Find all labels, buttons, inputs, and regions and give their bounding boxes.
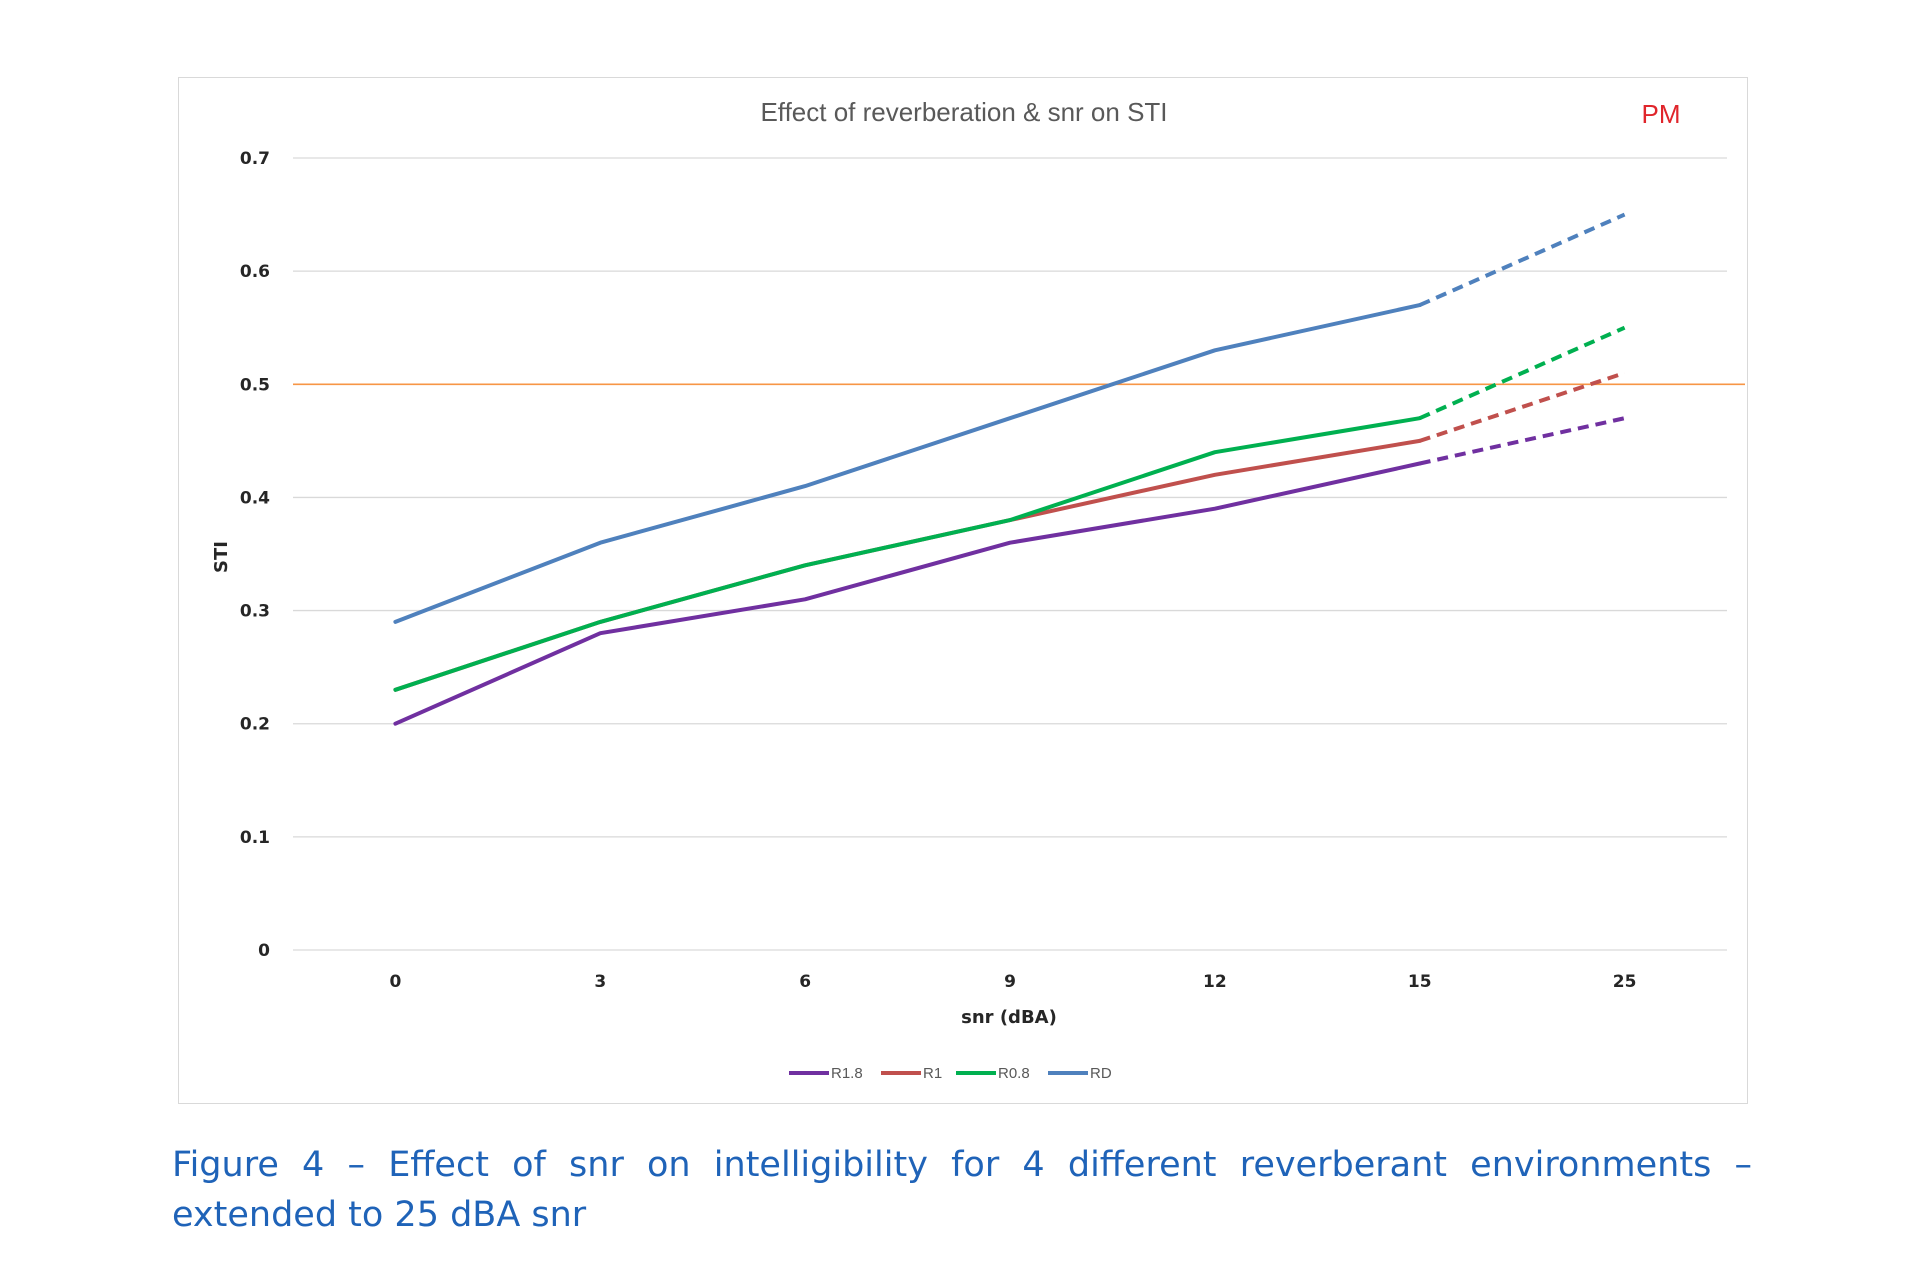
gridlines: [293, 157, 1727, 951]
x-tick-label: 15: [1408, 972, 1432, 992]
y-tick-label: 0.6: [240, 262, 270, 282]
series-R1.8: [393, 416, 1626, 726]
figure-caption: Figure 4 – Effect of snr on intelligibil…: [172, 1145, 1752, 1235]
chart-title: Effect of reverberation & snr on STI: [760, 97, 1167, 127]
series-line-dashed: [1418, 212, 1626, 307]
series-line-solid: [393, 303, 1422, 624]
legend-label: R1.8: [831, 1065, 863, 1082]
y-tick-label: 0: [258, 941, 270, 961]
legend: R1.8 R1 R0.8 RD: [789, 1065, 1112, 1082]
x-tick-label: 3: [594, 972, 606, 992]
legend-item-RD: RD: [1048, 1065, 1112, 1082]
series-line-dashed: [1418, 325, 1626, 421]
y-tick-label: 0.4: [240, 488, 270, 508]
series-layer: [393, 212, 1626, 726]
series-line-solid: [393, 461, 1422, 726]
legend-label: R0.8: [998, 1065, 1030, 1082]
x-tick-label: 12: [1203, 972, 1227, 992]
series-line-dashed: [1419, 371, 1626, 443]
y-tick-label: 0.2: [240, 715, 270, 735]
legend-item-R1: R1: [881, 1065, 942, 1082]
legend-label: RD: [1090, 1065, 1112, 1082]
series-line-solid: [393, 438, 1422, 692]
y-tick-label: 0.1: [240, 828, 270, 848]
chart-frame: [178, 77, 1748, 1104]
y-tick-label: 0.7: [240, 149, 270, 169]
legend-item-R1.8: R1.8: [789, 1065, 863, 1082]
legend-item-R0.8: R0.8: [956, 1065, 1030, 1082]
y-tick-label: 0.5: [240, 375, 270, 395]
x-tick-label: 0: [390, 972, 402, 992]
series-RD: [393, 212, 1626, 624]
y-tick-label: 0.3: [240, 602, 270, 622]
x-tick-label: 9: [1004, 972, 1016, 992]
series-line-solid: [393, 416, 1422, 692]
x-axis-label: snr (dBA): [961, 1007, 1057, 1028]
y-tick-labels: 0 0.1 0.2 0.3 0.4 0.5 0.6 0.7: [240, 149, 270, 961]
series-line-dashed: [1419, 416, 1626, 466]
pm-annotation: PM: [1642, 99, 1681, 129]
x-tick-label: 25: [1613, 972, 1637, 992]
x-tick-labels: 0 3 6 9 12 15 25: [390, 972, 1637, 992]
x-tick-label: 6: [799, 972, 811, 992]
y-axis-label: STI: [211, 541, 232, 573]
legend-label: R1: [923, 1065, 942, 1082]
series-R0.8: [393, 325, 1626, 692]
